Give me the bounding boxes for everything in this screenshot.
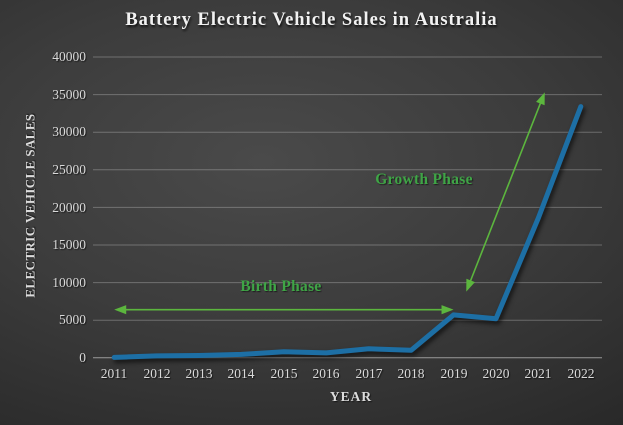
y-tick-label: 15000 [52,237,86,252]
y-tick-label: 0 [79,350,86,365]
arrowhead-icon [536,92,545,106]
y-tick-label: 25000 [52,162,86,177]
x-tick-label: 2012 [143,366,171,381]
arrowhead-icon [114,305,127,315]
growth-phase-label: Growth Phase [375,171,473,188]
x-tick-label: 2017 [355,366,383,381]
x-tick-label: 2015 [270,366,298,381]
chart-title: Battery Electric Vehicle Sales in Austra… [125,10,498,30]
x-tick-label: 2020 [482,366,510,381]
y-tick-label: 30000 [52,124,86,139]
x-tick-label: 2022 [567,366,595,381]
sales-line [111,104,584,360]
y-tick-label: 20000 [52,200,86,215]
x-tick-label: 2016 [312,366,340,381]
y-tick-label: 40000 [52,49,86,64]
x-tick-label: 2013 [185,366,213,381]
y-tick-label: 35000 [52,87,86,102]
growth-phase-arrow [468,100,543,284]
x-tick-label: 2018 [397,366,425,381]
y-tick-label: 10000 [52,275,86,290]
x-tick-label: 2011 [100,366,128,381]
y-tick-label: 5000 [59,312,86,327]
x-tick-label: 2014 [227,366,255,381]
arrowhead-icon [441,305,454,315]
birth-phase-label: Birth Phase [240,278,322,295]
x-tick-label: 2021 [524,366,552,381]
x-axis-title: YEAR [329,389,373,404]
arrowhead-icon [466,278,475,292]
x-tick-label: 2019 [440,366,468,381]
